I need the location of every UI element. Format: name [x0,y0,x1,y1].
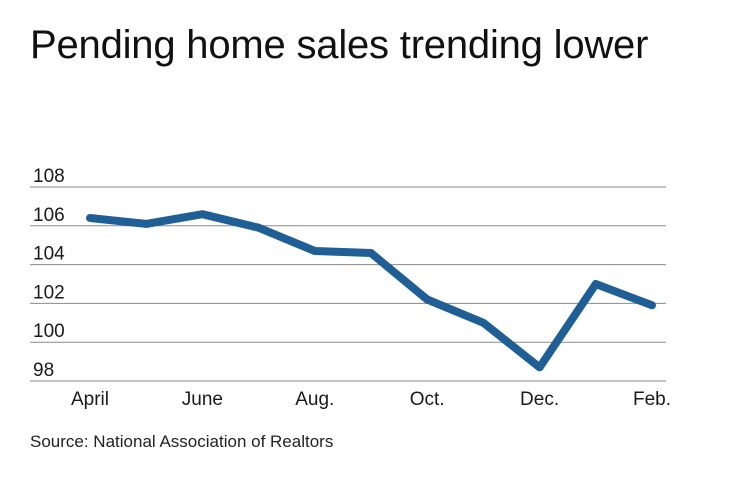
x-axis-ticks: April June Aug. Oct. Dec. Feb. [71,389,671,410]
x-tick-label: Feb. [633,389,671,410]
source-note: Source: National Association of Realtors [30,432,334,451]
y-tick-label: 108 [33,166,65,187]
chart-title: Pending home sales trending lower [30,23,649,67]
y-tick-label: 106 [33,205,65,226]
y-axis-ticks: 108 106 104 102 100 98 [33,166,65,381]
series-line [86,210,656,372]
y-tick-label: 98 [33,360,54,381]
x-tick-label: June [182,389,223,410]
series-group [86,210,656,372]
grid-lines [30,186,666,382]
x-tick-label: Aug. [295,389,334,410]
y-tick-label: 100 [33,321,65,342]
x-tick-label: April [71,389,109,410]
y-tick-label: 102 [33,282,65,303]
x-tick-label: Dec. [520,389,559,410]
y-tick-label: 104 [33,244,65,265]
x-tick-label: Oct. [410,389,445,410]
